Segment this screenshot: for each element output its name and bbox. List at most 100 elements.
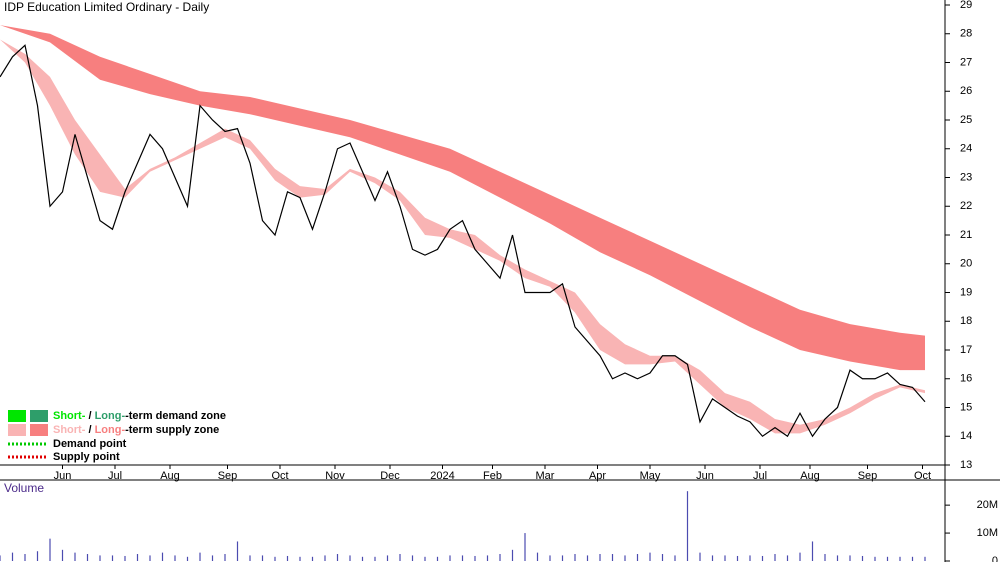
- volume-bar: [224, 554, 226, 561]
- legend-swatch: [8, 424, 26, 436]
- price-line: [0, 44, 926, 438]
- volume-bar: [874, 556, 876, 561]
- volume-bar: [761, 555, 764, 561]
- volume-bar: [786, 555, 789, 561]
- y-tick-label: 17: [960, 344, 972, 356]
- volume-bar: [0, 555, 1, 561]
- volume-bar: [286, 555, 289, 561]
- y-tick-label: 13: [960, 459, 972, 471]
- y-tick-label: 14: [960, 430, 972, 442]
- x-tick-label: May: [640, 470, 661, 482]
- x-tick-label: Sep: [858, 470, 878, 482]
- volume-bar: [99, 555, 101, 561]
- volume-bar: [836, 555, 839, 561]
- legend-part: -term supply zone: [125, 424, 219, 436]
- x-tick-label: Apr: [589, 470, 606, 482]
- volume-bar: [161, 552, 164, 561]
- volume-bar: [686, 491, 689, 561]
- volume-bar: [511, 549, 514, 561]
- chart-title: IDP Education Limited Ordinary - Daily: [4, 0, 209, 14]
- volume-bar: [311, 556, 314, 561]
- volume-bar: [249, 555, 251, 561]
- volume-bar: [824, 554, 826, 561]
- volume-bar: [136, 554, 139, 561]
- volume-bar: [374, 556, 376, 561]
- legend-label: Short- / Long--term demand zone: [53, 410, 226, 422]
- y-tick-label: 18: [960, 315, 972, 327]
- volume-bar: [211, 555, 214, 561]
- volume-bar: [849, 555, 851, 561]
- y-tick-label: 25: [960, 114, 972, 126]
- volume-bar: [611, 554, 614, 561]
- x-tick-label: 2024: [430, 470, 454, 482]
- volume-bar: [49, 538, 51, 561]
- x-tick-label: Aug: [160, 470, 180, 482]
- volume-bar: [474, 555, 476, 561]
- legend-part: /: [85, 424, 94, 436]
- volume-bar: [499, 554, 501, 561]
- volume-bar: [524, 533, 526, 561]
- x-tick-label: Oct: [271, 470, 288, 482]
- volume-bar: [749, 555, 751, 561]
- volume-bar: [199, 552, 201, 561]
- volume-bar: [336, 554, 339, 561]
- volume-bar: [811, 541, 814, 561]
- x-tick-label: Aug: [800, 470, 820, 482]
- volume-bar: [536, 552, 539, 561]
- x-tick-label: Sep: [218, 470, 238, 482]
- volume-bar: [486, 555, 489, 561]
- volume-bar: [661, 554, 664, 561]
- volume-bar: [899, 556, 901, 561]
- volume-bar: [399, 554, 401, 561]
- volume-bar: [361, 556, 364, 561]
- x-tick-label: Jun: [54, 470, 72, 482]
- x-tick-label: Dec: [380, 470, 400, 482]
- volume-bar: [261, 555, 264, 561]
- volume-bar: [861, 555, 864, 561]
- y-tick-label: 28: [960, 28, 972, 40]
- y-tick-label: 22: [960, 200, 972, 212]
- volume-bar: [411, 555, 414, 561]
- volume-bar: [911, 556, 914, 561]
- volume-tick-label: 0: [992, 555, 998, 562]
- legend-part: Short-: [53, 410, 86, 422]
- volume-bar: [674, 555, 676, 561]
- volume-bar: [461, 555, 464, 561]
- x-tick-label: Jul: [753, 470, 767, 482]
- volume-bar: [349, 555, 351, 561]
- volume-bar: [149, 555, 151, 561]
- volume-bar: [124, 555, 126, 561]
- volume-bar: [649, 552, 651, 561]
- volume-bar: [61, 549, 64, 561]
- volume-bar: [549, 555, 551, 561]
- volume-bar: [449, 555, 451, 561]
- legend-part: Long-: [95, 424, 126, 436]
- volume-bar: [924, 556, 926, 561]
- volume-bar: [799, 552, 801, 561]
- volume-bar: [186, 556, 189, 561]
- x-tick-label: Nov: [325, 470, 345, 482]
- y-tick-label: 21: [960, 229, 972, 241]
- x-tick-label: Feb: [483, 470, 502, 482]
- volume-bar: [324, 555, 326, 561]
- volume-bar: [299, 556, 301, 561]
- volume-bar: [624, 555, 626, 561]
- y-tick-label: 19: [960, 286, 972, 298]
- legend-label: Short- / Long--term supply zone: [53, 424, 219, 436]
- legend-label: Supply point: [53, 451, 120, 463]
- x-tick-label: Oct: [914, 470, 931, 482]
- volume-bar: [86, 554, 89, 561]
- y-tick-label: 26: [960, 85, 972, 97]
- legend-part: -term demand zone: [125, 410, 226, 422]
- y-tick-label: 16: [960, 373, 972, 385]
- y-tick-label: 27: [960, 56, 972, 68]
- volume-bar: [736, 555, 739, 561]
- long-term-supply-band: [0, 25, 925, 371]
- volume-bar: [561, 555, 564, 561]
- volume-bar: [236, 541, 239, 561]
- y-tick-label: 23: [960, 171, 972, 183]
- y-tick-label: 20: [960, 258, 972, 270]
- x-tick-label: Mar: [536, 470, 555, 482]
- volume-tick-label: 20M: [977, 499, 998, 511]
